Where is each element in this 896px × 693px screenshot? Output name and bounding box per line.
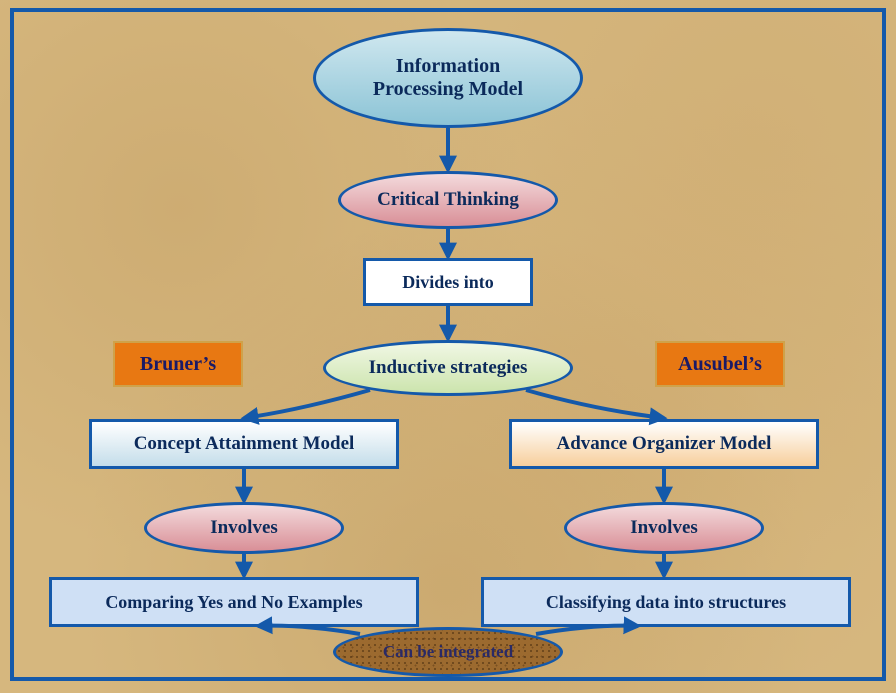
node-label: Divides into xyxy=(402,272,494,293)
node-can-be-integrated: Can be integrated xyxy=(333,627,563,677)
node-line1: Information xyxy=(373,55,523,78)
node-label: Classifying data into structures xyxy=(546,592,786,613)
node-involves-right: Involves xyxy=(564,502,764,554)
node-line2: Processing Model xyxy=(373,78,523,101)
node-concept-attainment-model: Concept Attainment Model xyxy=(89,419,399,469)
node-advance-organizer-model: Advance Organizer Model xyxy=(509,419,819,469)
node-label: Involves xyxy=(630,517,698,539)
node-information-processing-model: Information Processing Model xyxy=(313,28,583,128)
node-critical-thinking: Critical Thinking xyxy=(338,171,558,229)
node-label: Concept Attainment Model xyxy=(134,433,355,455)
node-bruners-tag: Bruner’s xyxy=(113,341,243,387)
node-label: Ausubel’s xyxy=(678,353,762,376)
node-label: Advance Organizer Model xyxy=(557,433,772,455)
node-inductive-strategies: Inductive strategies xyxy=(323,340,573,396)
node-label: Critical Thinking xyxy=(377,189,519,211)
node-label: Inductive strategies xyxy=(369,357,528,379)
node-ausubels-tag: Ausubel’s xyxy=(655,341,785,387)
node-classifying-structures: Classifying data into structures xyxy=(481,577,851,627)
diagram-canvas: Information Processing Model Critical Th… xyxy=(0,0,896,693)
node-comparing-examples: Comparing Yes and No Examples xyxy=(49,577,419,627)
node-label: Involves xyxy=(210,517,278,539)
node-label: Can be integrated xyxy=(383,642,513,662)
node-involves-left: Involves xyxy=(144,502,344,554)
node-label: Comparing Yes and No Examples xyxy=(105,592,362,613)
node-divides-into: Divides into xyxy=(363,258,533,306)
node-label: Bruner’s xyxy=(140,353,216,376)
